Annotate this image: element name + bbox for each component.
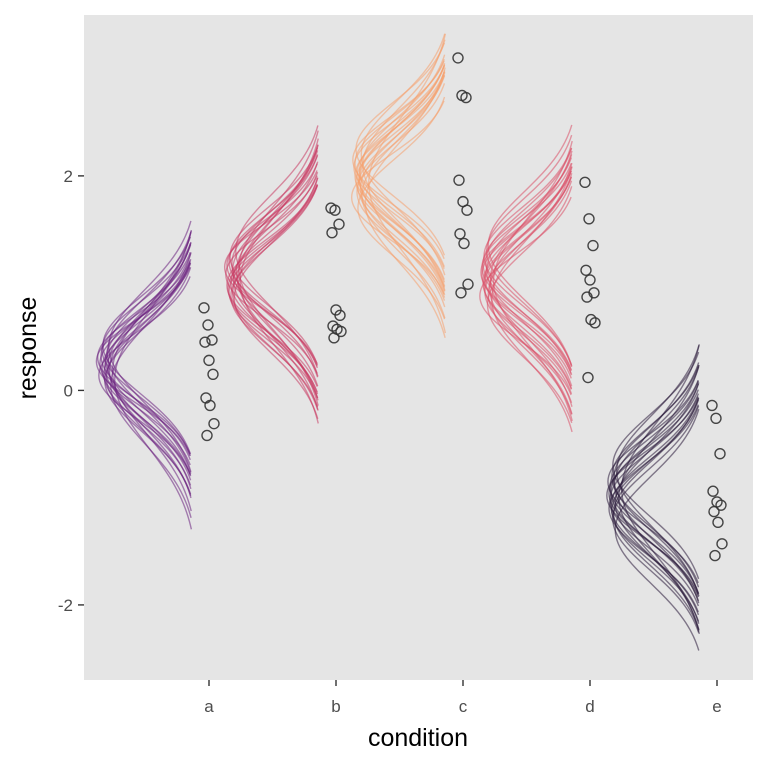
x-tick-label: d xyxy=(585,697,594,716)
density-curve-a xyxy=(99,261,191,466)
data-point-e xyxy=(710,412,722,424)
x-tick-label: a xyxy=(204,697,214,716)
density-curve-c xyxy=(354,58,445,268)
data-point-d xyxy=(589,317,601,329)
data-point-b xyxy=(328,332,340,344)
density-curve-d xyxy=(487,124,573,367)
data-point-e xyxy=(712,516,724,529)
density-curve-c xyxy=(356,83,446,301)
density-curve-b xyxy=(226,163,318,367)
density-curve-a xyxy=(104,253,192,481)
density-curve-e xyxy=(614,408,700,651)
data-point-c xyxy=(460,91,472,104)
axes: a b c d e -2 0 2 xyxy=(58,167,722,716)
data-point-d xyxy=(581,291,593,303)
data-point-c xyxy=(461,204,473,216)
data-point-a xyxy=(204,399,216,412)
density-curve-a xyxy=(107,242,192,490)
density-curve-a xyxy=(95,267,191,456)
y-tick-label: -2 xyxy=(58,596,73,615)
panel-background xyxy=(84,15,753,680)
density-curve-b xyxy=(238,130,319,406)
density-curve-e xyxy=(611,399,700,622)
data-point-a xyxy=(208,417,220,430)
density-curve-c xyxy=(357,96,446,320)
x-tick-label: c xyxy=(459,697,468,716)
data-point-a xyxy=(201,429,213,442)
density-curve-e xyxy=(612,351,700,580)
data-point-e xyxy=(707,485,719,497)
density-curve-d xyxy=(479,196,572,396)
data-point-e xyxy=(706,399,718,412)
data-point-b xyxy=(326,227,338,239)
density-curve-a xyxy=(104,267,192,495)
density-curve-d xyxy=(482,157,573,371)
density-curve-a xyxy=(101,262,192,476)
y-tick-label: 2 xyxy=(64,167,73,186)
density-curve-b xyxy=(231,177,319,410)
density-curve-d xyxy=(483,176,573,395)
density-curve-b xyxy=(229,147,319,366)
data-point-c xyxy=(462,278,474,290)
density-curve-c xyxy=(361,71,446,319)
data-point-a xyxy=(199,336,211,348)
density-curve-d xyxy=(485,154,573,387)
data-point-e xyxy=(708,505,720,518)
data-point-e xyxy=(714,447,726,460)
density-curve-a xyxy=(98,276,191,475)
data-point-a xyxy=(206,334,218,346)
data-point-a xyxy=(198,302,210,314)
data-point-d xyxy=(584,274,596,286)
data-point-e xyxy=(709,549,721,562)
data-point-d xyxy=(587,239,599,252)
density-curve-a xyxy=(108,241,192,499)
data-point-a xyxy=(203,354,215,367)
data-point-b xyxy=(335,325,347,338)
x-axis-title: condition xyxy=(368,724,468,752)
density-curve-b xyxy=(228,185,319,399)
data-point-d xyxy=(583,213,595,225)
density-curve-d xyxy=(492,140,573,422)
data-point-b xyxy=(329,204,341,216)
data-point-d xyxy=(580,264,592,276)
density-curve-d xyxy=(489,150,573,407)
density-curve-c xyxy=(359,70,446,308)
data-point-b xyxy=(333,218,345,230)
density-curves xyxy=(95,33,700,651)
density-curve-a xyxy=(111,230,192,512)
data-point-b xyxy=(334,309,346,322)
data-point-d xyxy=(579,176,591,189)
x-tick-label: e xyxy=(712,697,721,716)
data-point-e xyxy=(715,499,727,511)
data-point-e xyxy=(716,538,728,550)
density-curve-c xyxy=(353,65,445,269)
density-curve-b xyxy=(233,177,319,420)
density-curve-d xyxy=(481,170,572,379)
data-point-c xyxy=(458,237,470,250)
density-curve-e xyxy=(616,345,700,597)
data-point-c xyxy=(452,52,464,64)
data-point-d xyxy=(582,371,594,384)
y-axis-title: response xyxy=(14,297,42,400)
density-curve-c xyxy=(358,63,446,296)
density-curve-c xyxy=(355,42,446,256)
density-curve-a xyxy=(108,220,192,473)
density-curve-e xyxy=(608,389,699,598)
data-point-a xyxy=(202,319,214,331)
observed-points xyxy=(198,52,728,562)
data-point-c xyxy=(455,287,467,299)
density-curve-a xyxy=(101,243,192,457)
y-tick-label: 0 xyxy=(64,381,73,400)
x-tick-label: b xyxy=(331,697,340,716)
data-point-c xyxy=(454,228,466,240)
density-curve-b xyxy=(225,175,318,374)
data-point-c xyxy=(453,174,465,186)
data-point-a xyxy=(207,368,219,381)
